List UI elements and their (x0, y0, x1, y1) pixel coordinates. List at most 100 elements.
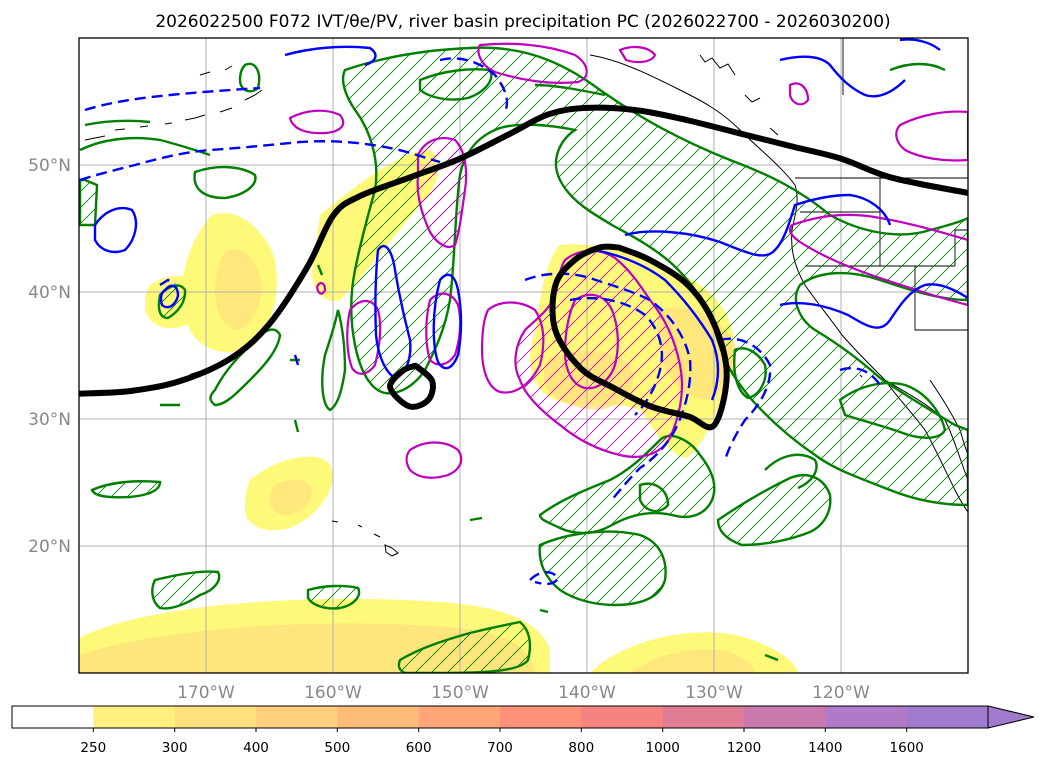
blue-solid-top-2 (284, 45, 377, 67)
coastline-hawaii (331, 520, 399, 557)
blue-solid-top (779, 55, 906, 98)
cutoff-low-contour (549, 243, 730, 431)
map-title: 2026022500 F072 IVT/θe/PV, river basin p… (155, 12, 890, 32)
lat-tick-label: 40°N (28, 283, 71, 303)
magenta-theta-west-small (315, 281, 327, 295)
green-line-small-1 (469, 516, 779, 662)
colorbar-extend-arrow (987, 705, 1035, 729)
green-hatched-east-subtrop (716, 473, 832, 547)
colorbar-tick-label: 1400 (808, 740, 842, 756)
map-panel (78, 37, 969, 674)
colorbar-segment (744, 706, 826, 728)
blue-solid-ne-2 (899, 38, 941, 51)
colorbar-tick-labels: 250 300 400 500 600 700 800 1000 1200 1400 1600 (80, 728, 924, 756)
ivt-fill-west-inner (215, 249, 262, 330)
blue-dashed-ar-inner (569, 296, 664, 416)
colorbar-segment (256, 706, 338, 728)
coastline-bc-islands (699, 54, 779, 136)
colorbar-tick-label: 250 (80, 740, 106, 756)
green-hatched-subtrop-1 (538, 530, 667, 607)
magenta-theta-nw (288, 109, 345, 135)
theta-contours-magenta (288, 42, 968, 479)
blue-dashed-ar (524, 272, 692, 503)
blue-dashed-east-2 (839, 366, 881, 386)
ivt-fill-sw-east-inner (630, 649, 755, 673)
lon-tick-label: 150°W (431, 683, 489, 703)
blue-solid-sw (159, 284, 180, 309)
ivt-fill-hawaii-inner (269, 479, 312, 515)
colorbar-segment (93, 706, 176, 728)
colorbar-segment (662, 706, 745, 728)
green-line-east-1 (838, 381, 947, 439)
green-hatched-subtrop-4 (306, 584, 361, 610)
magenta-theta-ar-west (480, 301, 545, 394)
height-contours-black (79, 104, 968, 431)
jet-stream-contour (79, 104, 968, 397)
coastline-aleutians (84, 89, 263, 141)
colorbar-segments (12, 706, 989, 728)
green-line-far-east (889, 62, 946, 72)
green-hatched-ar-south (538, 434, 716, 535)
coastline-alaska-west (199, 65, 233, 76)
blue-dashed-north-2 (84, 86, 261, 112)
colorbar-tick-label: 700 (487, 740, 513, 756)
longitude-labels: 170°W 160°W 150°W 140°W 130°W 120°W (177, 683, 870, 703)
green-line-north-1 (79, 136, 211, 157)
lat-tick-label: 20°N (28, 537, 71, 557)
blue-dashed-north (79, 140, 441, 182)
green-line-east-2 (764, 453, 818, 490)
colorbar-tick-label: 400 (243, 740, 269, 756)
green-line-north-4 (238, 62, 261, 93)
blue-solid-ar-2 (594, 248, 720, 401)
blue-solid-mid-2 (432, 273, 463, 370)
green-line-mid-2 (290, 264, 324, 362)
small-low-contour (387, 362, 436, 410)
green-line-small-2 (638, 482, 670, 513)
magenta-theta-top (477, 42, 588, 84)
magenta-theta-mid-2 (346, 299, 382, 375)
colorbar-segment (174, 706, 257, 728)
lon-tick-label: 170°W (177, 683, 235, 703)
green-line-east-3 (733, 347, 767, 400)
blue-solid-ne (779, 283, 968, 329)
lon-tick-label: 130°W (685, 683, 743, 703)
lat-tick-label: 50°N (28, 156, 71, 176)
lon-tick-label: 120°W (812, 683, 870, 703)
colorbar-segment (825, 706, 908, 728)
magenta-theta-south (405, 441, 463, 479)
colorbar-segment (337, 706, 420, 728)
blue-dashed-contours (79, 57, 881, 586)
map-frame (78, 37, 969, 674)
latitude-labels: 20°N 30°N 40°N 50°N (28, 156, 71, 557)
blue-dashed-north-3 (439, 57, 509, 113)
colorbar-tick-label: 300 (162, 740, 188, 756)
colorbar-tick-label: 500 (324, 740, 350, 756)
magenta-theta-ar (514, 249, 684, 458)
colorbar-segment (500, 706, 582, 728)
colorbar-segment (418, 706, 501, 728)
colorbar-segment (12, 706, 94, 728)
blue-solid-west (93, 206, 138, 254)
green-hatched-north-pacific (79, 178, 99, 227)
colorbar-segment (906, 706, 989, 728)
magenta-theta-alaska (788, 82, 810, 106)
lon-tick-label: 160°W (304, 683, 362, 703)
magenta-theta-ne-2 (895, 110, 968, 162)
magenta-theta-mid (425, 292, 462, 366)
green-hatched-subtrop-2 (151, 570, 221, 610)
green-line-mid-1 (321, 309, 347, 412)
blue-solid-ar (624, 193, 892, 257)
colorbar-tick-label: 600 (406, 740, 432, 756)
green-line-north-5 (534, 83, 606, 97)
colorbar-tick-label: 800 (568, 740, 594, 756)
blue-dashed-ar-east (719, 337, 772, 461)
blue-dashed-west (159, 278, 300, 366)
colorbar: 250 300 400 500 600 700 800 1000 1200 1400 1600 (11, 705, 1035, 756)
pv-contours-green (79, 46, 968, 673)
lon-tick-label: 140°W (558, 683, 616, 703)
colorbar-tick-label: 1600 (890, 740, 924, 756)
blue-dashed-sub (529, 571, 560, 586)
green-line-north-3 (84, 119, 151, 127)
green-hatched-hawaii-north (90, 480, 162, 499)
